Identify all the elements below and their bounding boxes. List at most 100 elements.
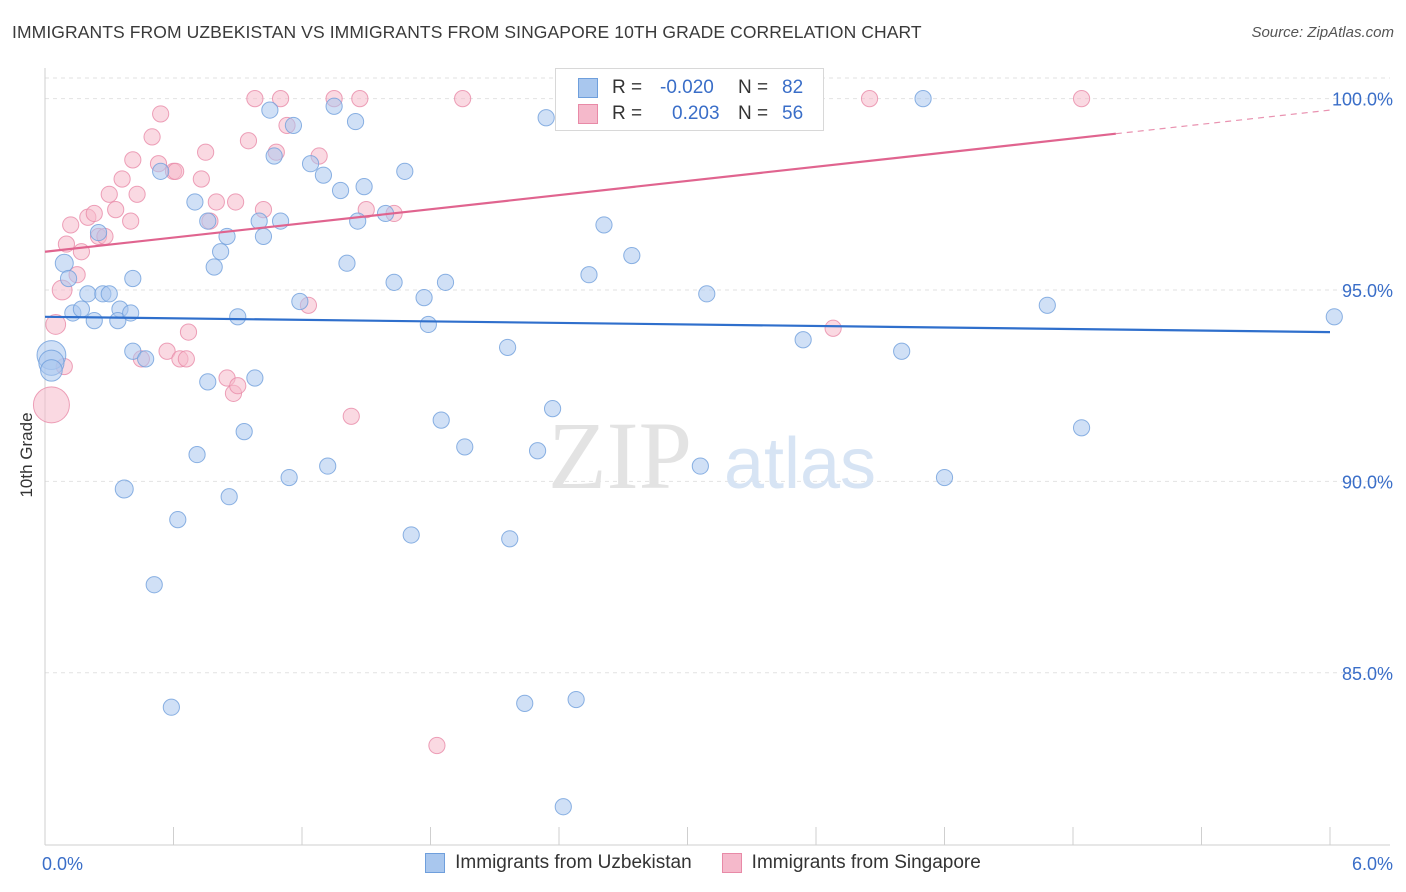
point-singapore	[113, 170, 131, 188]
point-singapore	[271, 90, 290, 108]
point-singapore	[124, 151, 142, 169]
point-uzbekistan	[284, 116, 303, 135]
point-singapore	[152, 105, 170, 123]
point-uzbekistan	[220, 488, 238, 506]
point-singapore	[1072, 90, 1091, 108]
point-uzbekistan	[567, 690, 585, 709]
legend-swatch-pink	[721, 853, 742, 873]
point-uzbekistan	[59, 269, 78, 288]
point-singapore	[179, 323, 198, 341]
point-uzbekistan	[188, 445, 206, 464]
point-uzbekistan	[415, 289, 433, 307]
point-singapore	[207, 193, 225, 211]
watermark-zip: ZIP	[548, 402, 692, 509]
point-singapore	[351, 90, 369, 108]
tick-labels: 100.0% 95.0% 90.0% 85.0% 0.0% 6.0%	[42, 90, 1393, 874]
point-singapore	[62, 216, 80, 234]
x-tick-label: 0.0%	[42, 854, 83, 874]
legend-label-singapore: Immigrants from Singapore	[751, 852, 981, 873]
trend-line-singapore	[44, 132, 1116, 253]
watermark: ZIP atlas	[548, 402, 876, 509]
point-uzbekistan	[280, 468, 298, 487]
point-uzbekistan	[212, 243, 230, 261]
y-tick-label: 90.0%	[1342, 472, 1393, 492]
point-uzbekistan	[319, 457, 337, 475]
point-singapore	[167, 162, 185, 180]
point-uzbekistan	[169, 511, 187, 529]
point-uzbekistan	[291, 292, 309, 311]
point-uzbekistan	[691, 457, 709, 475]
chart-title: IMMIGRANTS FROM UZBEKISTAN VS IMMIGRANTS…	[12, 22, 922, 42]
legend-r-value: -0.020	[660, 77, 714, 98]
point-uzbekistan	[385, 273, 403, 291]
point-uzbekistan	[124, 342, 142, 360]
point-uzbekistan	[124, 269, 142, 288]
trend-line-uzbekistan	[44, 315, 1331, 334]
point-uzbekistan	[396, 162, 414, 180]
point-singapore	[128, 185, 146, 203]
legend-swatch-pink	[578, 104, 598, 124]
legend-swatch-blue	[425, 853, 446, 873]
point-singapore	[860, 90, 879, 108]
legend-n-label: N =	[738, 77, 769, 98]
point-uzbekistan	[595, 216, 613, 234]
point-singapore	[227, 193, 245, 211]
point-uzbekistan	[85, 312, 103, 330]
point-singapore	[454, 90, 472, 108]
point-uzbekistan	[349, 212, 367, 230]
point-uzbekistan	[199, 373, 217, 391]
point-uzbekistan	[89, 223, 108, 242]
point-uzbekistan	[152, 162, 170, 180]
point-singapore	[143, 128, 161, 146]
legend-n-label: N =	[738, 103, 769, 124]
point-uzbekistan	[40, 359, 63, 382]
point-uzbekistan	[914, 90, 932, 108]
point-uzbekistan	[501, 530, 519, 548]
point-uzbekistan	[499, 338, 517, 357]
point-uzbekistan	[537, 109, 555, 127]
point-uzbekistan	[935, 468, 954, 487]
point-uzbekistan	[338, 254, 356, 272]
legend-row-uzbekistan: R = -0.020 N = 82	[578, 76, 803, 100]
watermark-atlas: atlas	[724, 424, 876, 504]
point-uzbekistan	[235, 423, 253, 441]
legend-row-singapore: R = 0.203 N = 56	[578, 102, 803, 126]
y-tick-label: 85.0%	[1342, 664, 1393, 684]
y-tick-label: 100.0%	[1332, 90, 1393, 110]
trend-lines	[44, 109, 1331, 334]
point-singapore	[239, 132, 258, 150]
point-uzbekistan	[145, 576, 163, 594]
point-uzbekistan	[528, 442, 547, 460]
point-uzbekistan	[580, 266, 598, 284]
legend-item-uzbekistan[interactable]: Immigrants from Uzbekistan	[425, 852, 692, 874]
legend-n-value: 56	[782, 103, 804, 124]
point-singapore	[357, 201, 375, 219]
legend-r-value: 0.203	[672, 103, 720, 124]
point-singapore	[107, 201, 125, 219]
point-uzbekistan	[199, 212, 217, 230]
point-singapore	[158, 342, 176, 360]
point-uzbekistan	[301, 155, 320, 173]
point-singapore	[177, 350, 195, 368]
point-singapore	[246, 90, 264, 108]
point-uzbekistan	[265, 147, 283, 165]
point-uzbekistan	[543, 400, 562, 418]
legend-r-label: R =	[612, 77, 643, 98]
point-uzbekistan	[554, 798, 572, 816]
point-uzbekistan	[794, 331, 812, 349]
point-uzbekistan	[516, 694, 534, 712]
point-singapore	[197, 143, 215, 161]
legend-item-singapore[interactable]: Immigrants from Singapore	[721, 852, 981, 874]
point-uzbekistan	[355, 178, 373, 196]
point-uzbekistan	[229, 308, 247, 326]
point-uzbekistan	[137, 350, 155, 368]
point-uzbekistan	[419, 315, 437, 334]
point-uzbekistan	[432, 411, 450, 429]
point-uzbekistan	[54, 253, 74, 273]
axes	[44, 68, 1390, 846]
series-legend: Immigrants from Uzbekistan Immigrants fr…	[0, 852, 1406, 874]
point-singapore	[85, 204, 103, 223]
trend-line-singapore-extension	[1115, 109, 1331, 135]
y-tick-label: 95.0%	[1342, 281, 1393, 301]
